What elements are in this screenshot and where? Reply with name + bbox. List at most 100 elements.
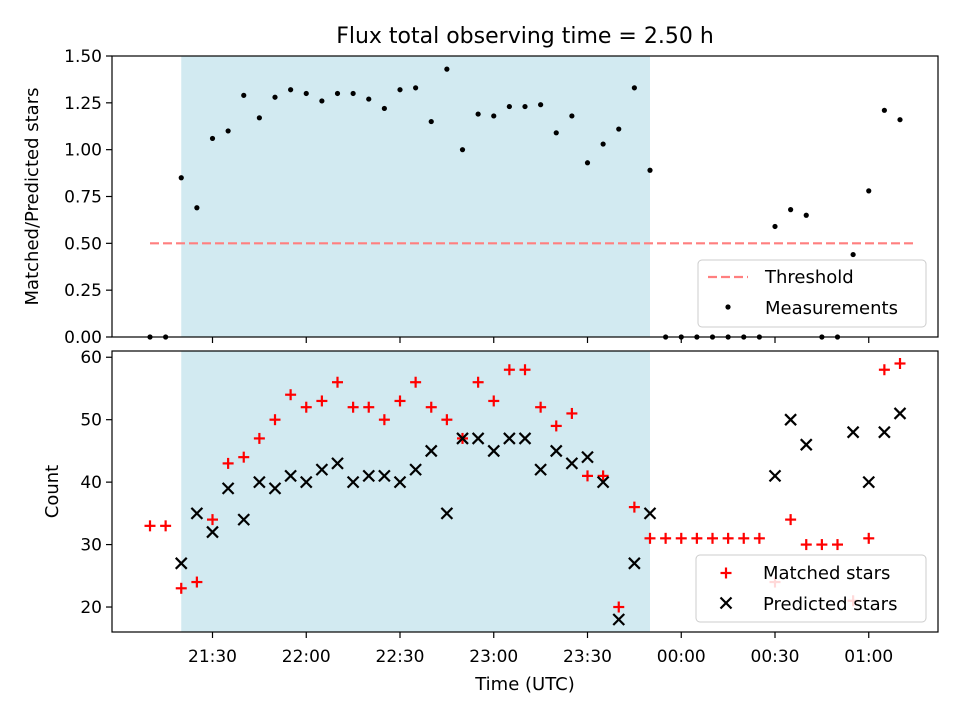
matched-star-point	[675, 532, 687, 544]
measurement-point	[256, 115, 262, 121]
predicted-star-point	[237, 513, 251, 526]
matched-star-point	[753, 532, 765, 544]
predicted-star-point	[565, 457, 579, 470]
measurement-point	[241, 92, 247, 98]
matched-star-point	[332, 376, 343, 388]
measurement-point	[459, 147, 466, 153]
measurement-point	[881, 107, 887, 113]
measurement-point	[366, 96, 372, 102]
count-y-axis-label: Count	[42, 465, 63, 518]
measurement-point	[522, 103, 528, 110]
measurement-point	[788, 207, 794, 213]
matched-star-point	[269, 414, 281, 426]
x-tick-label: 01:00	[844, 647, 893, 667]
x-tick-label: 22:30	[376, 647, 425, 667]
measurement-point	[475, 111, 481, 117]
measurement-point	[491, 113, 497, 119]
measurement-point	[319, 98, 325, 104]
matched-star-point	[253, 432, 265, 444]
predicted-star-point	[424, 444, 438, 458]
y-tick-label: 1.00	[64, 141, 102, 161]
ratio-x-axis-ticks	[211, 337, 870, 343]
matched-star-point	[863, 532, 875, 544]
y-tick-label: 20	[80, 598, 102, 618]
predicted-star-point	[487, 444, 501, 458]
observing-window-shade	[181, 56, 650, 337]
matched-star-point	[707, 532, 718, 544]
measurement-point	[772, 223, 778, 230]
matched-star-point	[644, 532, 656, 544]
legend-matched-label: Matched stars	[763, 563, 890, 584]
matched-star-point	[222, 457, 234, 469]
x-tick-label: 00:30	[751, 647, 800, 667]
matched-star-point	[519, 364, 531, 376]
matched-star-point	[722, 532, 734, 544]
measurement-point	[288, 87, 294, 93]
count-y-axis: 20 30 40 50 60	[80, 348, 112, 618]
legend-matched-swatch	[720, 567, 732, 579]
predicted-star-point	[628, 557, 641, 570]
count-series	[144, 357, 907, 626]
legend-threshold-label: Threshold	[764, 267, 854, 288]
predicted-star-point	[378, 469, 391, 483]
measurement-point	[272, 94, 278, 100]
legend-box	[695, 554, 927, 623]
observing-window-shade	[181, 351, 650, 632]
y-tick-label: 0.75	[64, 188, 102, 208]
matched-star-point	[566, 407, 578, 419]
ratio-y-axis-label: Matched/Predicted stars	[22, 88, 43, 306]
y-tick-label: 1.50	[64, 47, 102, 67]
predicted-star-point	[503, 432, 516, 445]
predicted-star-point	[518, 432, 532, 445]
predicted-star-point	[768, 469, 782, 483]
measurement-point	[178, 175, 184, 181]
predicted-star-point	[190, 507, 204, 520]
legend-measurement-label: Measurements	[765, 298, 898, 319]
measurement-point	[584, 160, 591, 166]
predicted-star-point	[206, 525, 219, 539]
predicted-star-point	[799, 438, 813, 451]
measurement-point	[334, 90, 341, 97]
measurement-point	[303, 90, 309, 97]
matched-star-point	[832, 539, 843, 551]
matched-star-point	[800, 539, 812, 551]
measurements-series	[147, 66, 903, 340]
predicted-star-point	[393, 475, 407, 489]
predicted-star-point	[581, 450, 594, 464]
measurement-point	[209, 135, 216, 142]
measurement-point	[553, 130, 559, 136]
y-tick-label: 1.25	[64, 94, 102, 114]
predicted-star-point	[549, 444, 563, 458]
predicted-star-point	[253, 475, 266, 489]
measurement-point	[850, 251, 856, 258]
y-tick-label: 30	[80, 536, 102, 556]
measurement-point	[538, 102, 544, 108]
predicted-star-point	[596, 475, 610, 489]
matched-star-point	[207, 514, 218, 526]
y-tick-label: 50	[80, 411, 102, 431]
matched-star-point	[160, 520, 172, 532]
y-tick-label: 0.00	[64, 328, 102, 348]
x-tick-label: 00:00	[657, 647, 706, 667]
predicted-star-point	[331, 457, 344, 470]
measurement-point	[631, 85, 637, 91]
matched-star-point	[472, 376, 484, 388]
legend-measurement-swatch	[725, 304, 731, 310]
matched-star-point	[300, 401, 312, 413]
measurement-point	[381, 105, 387, 112]
legend-predicted-swatch	[719, 596, 733, 610]
measurement-point	[569, 113, 575, 119]
matched-star-point	[425, 401, 437, 413]
y-tick-label: 60	[80, 348, 102, 368]
matched-star-point	[691, 532, 703, 544]
matched-star-point	[238, 451, 250, 463]
matched-star-point	[175, 582, 187, 594]
predicted-star-point	[440, 507, 454, 520]
matched-star-point	[441, 414, 453, 426]
predicted-star-point	[409, 463, 422, 476]
measurement-point	[225, 128, 231, 134]
legend-predicted-label: Predicted stars	[763, 594, 897, 615]
x-tick-label: 21:30	[188, 647, 237, 667]
count-panel: 20 30 40 50 60 21:30 22:00 22:30 23:00 23:30 00:0…	[42, 348, 939, 667]
